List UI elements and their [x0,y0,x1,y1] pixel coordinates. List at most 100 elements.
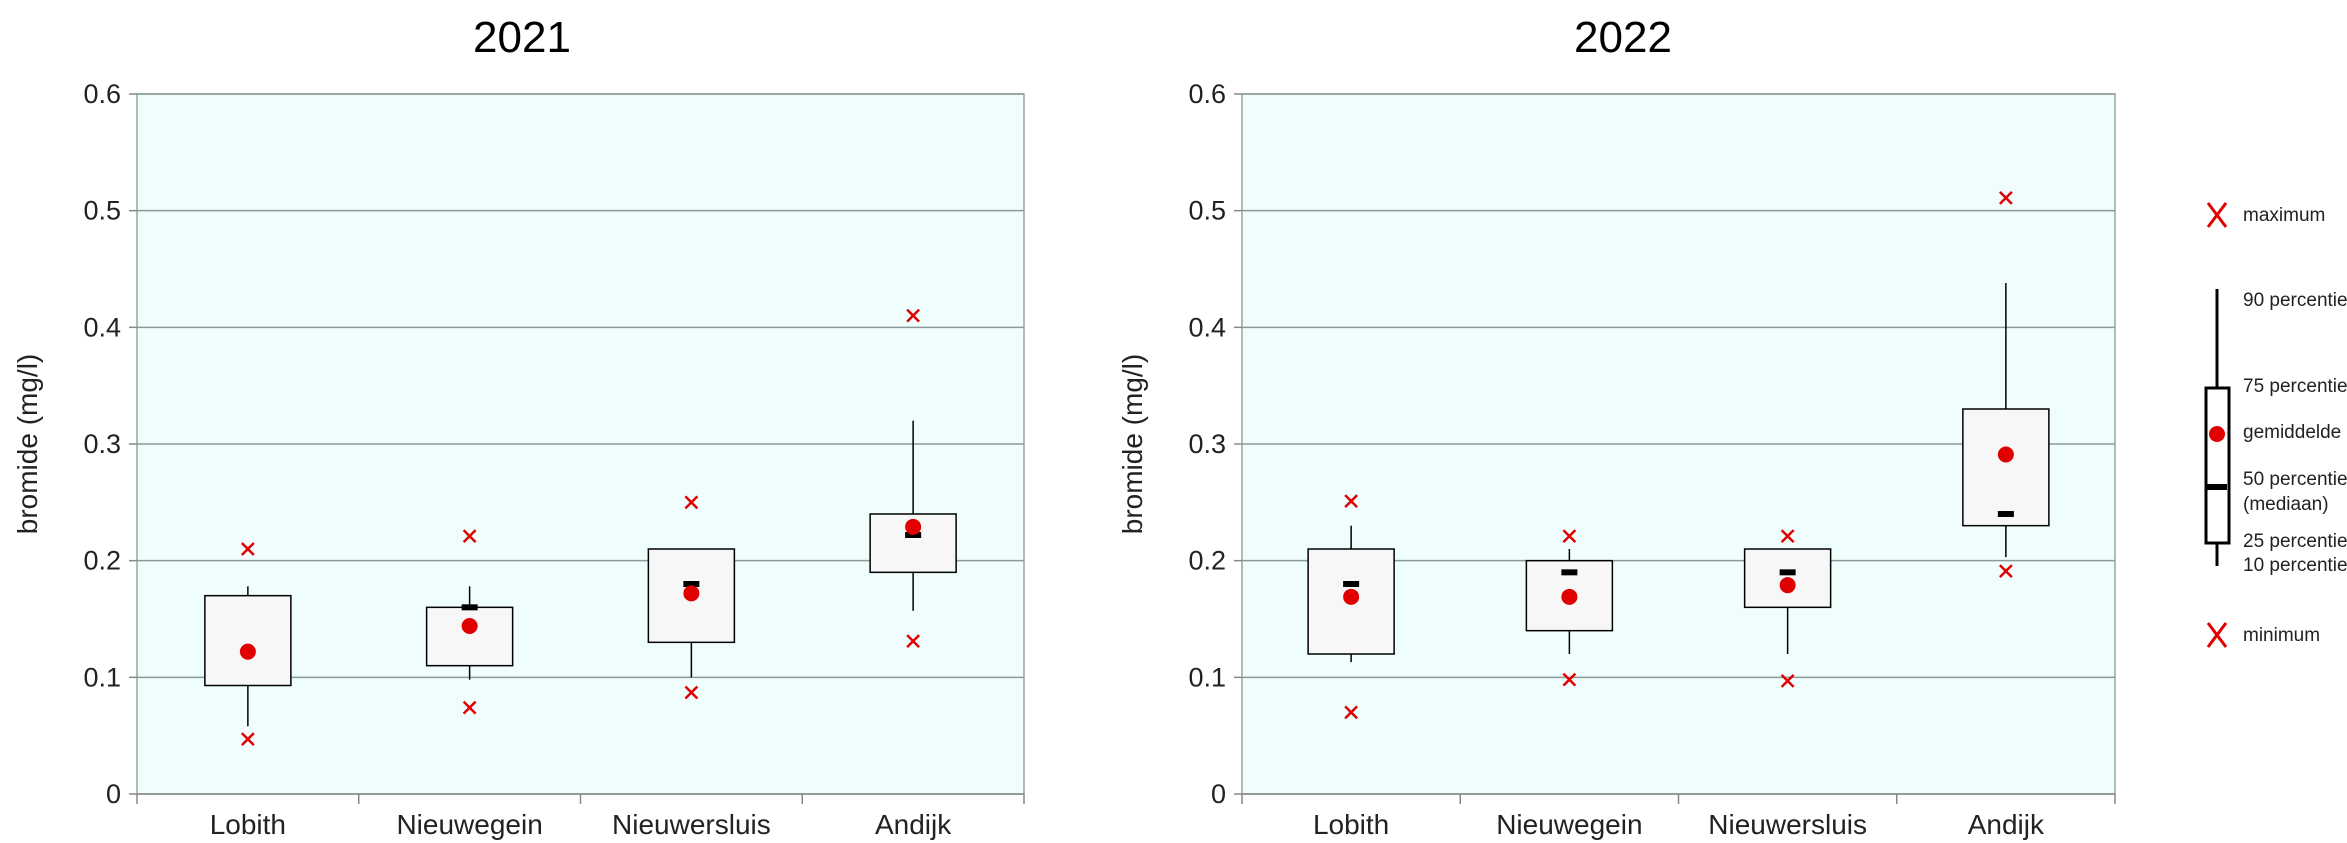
iqr-box [869,513,957,574]
legend-label-p90: 90 percentiel [2243,290,2347,311]
box-nieuwersluis [647,495,736,700]
category-label: Nieuwersluis [1708,809,1867,840]
y-axis-title: bromide (mg/l) [1117,354,1148,534]
mean-marker [905,518,922,535]
mean-marker [239,643,256,660]
min-marker-stroke [1562,672,1577,687]
chart-2021: 0 0.1 0.2 0.3 0.4 0.5 0.6 Lobith Nieuwegein Nieuw… [12,13,1025,840]
min-marker [906,634,921,649]
iqr-box [204,594,292,687]
max-marker-stroke [1344,494,1359,509]
y-axis-title: bromide (mg/l) [12,354,43,534]
chart-title: 2022 [1574,13,1672,62]
max-marker [1998,190,2013,205]
legend-max-marker [2206,202,2228,228]
box-andijk [869,308,957,649]
max-marker [462,529,477,544]
box-andijk [1962,190,2050,579]
category-label: Nieuwegein [1496,809,1642,840]
max-marker-stroke [906,308,921,323]
mean-marker [1561,588,1578,605]
max-marker-stroke [1562,529,1577,544]
max-marker [906,308,921,323]
y-tick-label: 0.5 [1188,196,1226,226]
mean-marker [683,585,700,602]
box-lobith [204,542,292,747]
max-marker [1562,529,1577,544]
min-marker-stroke [1344,705,1359,720]
y-tick-label: 0.4 [83,312,121,342]
max-marker-stroke [1780,529,1795,544]
chart-2022: 0 0.1 0.2 0.3 0.4 0.5 0.6 Lobith Nieuwegein Nieuw… [1117,13,2116,840]
mean-marker [1997,446,2014,463]
y-tick-label: 0 [106,779,121,809]
legend-label-median-note: (mediaan) [2243,494,2329,515]
box-nieuwegein [425,529,514,715]
legend-mean-marker [2209,426,2225,442]
legend: maximum 90 percentiel 75 percentiel gemi… [2204,202,2347,648]
median-marker [1343,581,1360,587]
legend-label-p25: 25 percentiel [2243,531,2347,552]
y-tick-label: 0.4 [1188,312,1226,342]
category-label: Lobith [1313,809,1389,840]
min-marker-stroke [1998,564,2013,579]
box-nieuwegein [1525,529,1614,687]
median-marker [683,581,700,587]
median-marker [905,532,922,538]
category-label: Lobith [210,809,286,840]
iqr-box [1962,408,2050,527]
y-tick-label: 0.1 [83,662,121,692]
median-marker [461,604,478,611]
legend-min-marker [2206,622,2228,648]
max-marker [1780,529,1795,544]
max-marker-stroke [240,542,255,556]
y-tick-label: 0.2 [83,546,121,576]
category-label: Nieuwegein [396,809,542,840]
y-tick-label: 0.3 [1188,429,1226,459]
min-marker-stroke [906,634,921,649]
median-marker [1779,569,1796,576]
max-marker-stroke [462,529,477,544]
min-marker [1998,564,2013,579]
y-tick-label: 0.3 [83,429,121,459]
y-tick-label: 0.1 [1188,662,1226,692]
max-marker [684,495,699,510]
category-label: Andijk [875,809,952,840]
legend-label-p75: 75 percentiel [2243,376,2347,397]
mean-marker [461,618,478,634]
category-label: Andijk [1968,809,2045,840]
legend-label-maximum: maximum [2243,205,2325,226]
box-nieuwersluis [1743,529,1832,688]
chart-title: 2021 [473,13,571,62]
min-marker-stroke [240,732,255,747]
y-tick-label: 0.5 [83,196,121,226]
median-marker [1561,569,1578,576]
legend-label-p10: 10 percentiel [2243,555,2347,576]
legend-label-minimum: minimum [2243,625,2320,646]
max-marker-stroke [684,495,699,510]
min-marker [684,685,699,700]
max-marker-stroke [1998,190,2013,205]
min-marker [240,732,255,747]
mean-marker [1779,577,1796,594]
median-marker [1997,511,2014,517]
min-marker [1562,672,1577,687]
legend-label-mean: gemiddelde [2243,422,2341,443]
max-marker [1344,494,1359,509]
min-marker [462,700,477,715]
y-tick-label: 0.6 [1188,79,1226,109]
legend-median-marker [2207,484,2227,490]
category-label: Nieuwersluis [612,809,771,840]
box-lobith [1307,494,1395,720]
max-marker [240,542,255,556]
legend-label-median: 50 percentiel [2243,469,2347,490]
iqr-box [425,606,514,667]
min-marker [1344,705,1359,720]
min-marker-stroke [462,700,477,715]
min-marker [1780,673,1795,688]
min-marker-stroke [684,685,699,700]
min-marker-stroke [1780,673,1795,688]
y-tick-label: 0.6 [83,79,121,109]
legend-box [2204,386,2231,545]
